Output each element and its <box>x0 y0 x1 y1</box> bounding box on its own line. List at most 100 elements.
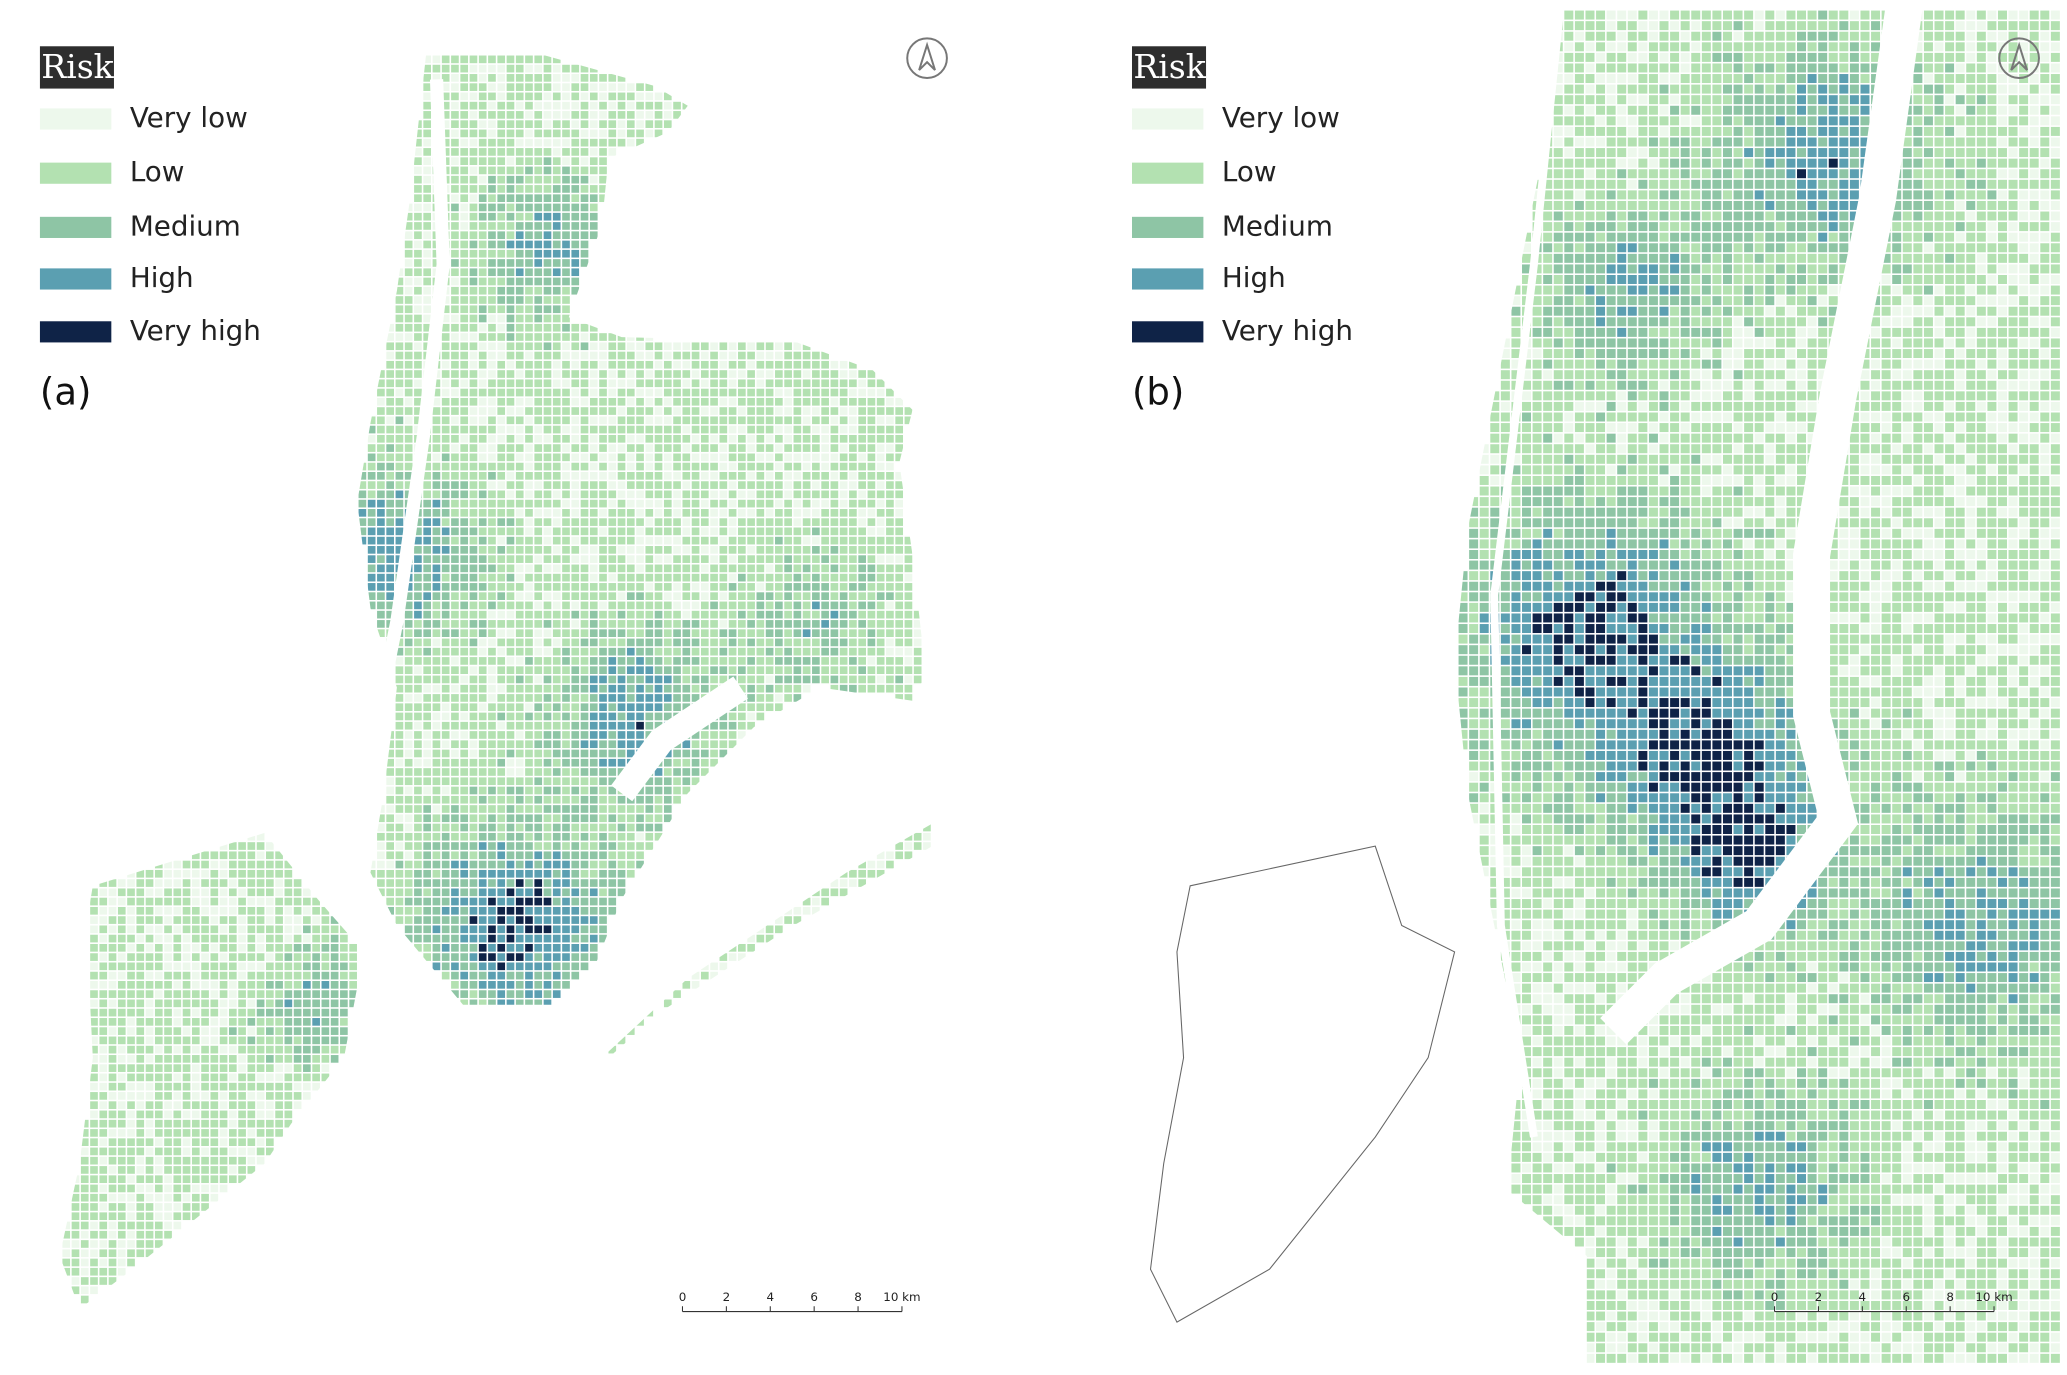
map-block <box>552 842 561 850</box>
map-block <box>210 879 219 887</box>
map-block <box>432 407 441 415</box>
map-block <box>423 296 432 304</box>
map-block <box>580 203 589 212</box>
map-block <box>488 536 496 545</box>
map-block <box>432 573 441 582</box>
map-block <box>414 888 422 897</box>
map-block <box>589 953 598 961</box>
map-block <box>478 157 487 165</box>
map-block <box>80 1147 89 1156</box>
map-block <box>876 601 885 610</box>
map-block <box>552 795 561 804</box>
map-block <box>275 916 283 924</box>
map-block <box>441 555 450 563</box>
map-block <box>164 1147 172 1156</box>
map-block <box>534 55 543 64</box>
map-block <box>515 333 524 341</box>
map-block <box>663 555 672 563</box>
map-block <box>469 962 478 971</box>
map-block <box>534 805 543 813</box>
map-block <box>469 906 478 915</box>
map-block <box>506 259 515 267</box>
map-block <box>525 749 533 758</box>
map-block <box>478 536 487 545</box>
map-block <box>497 675 506 684</box>
map-block <box>423 925 432 934</box>
map-block <box>830 509 839 517</box>
map-block <box>99 1092 108 1100</box>
map-block <box>99 1203 108 1211</box>
map-block <box>728 629 737 637</box>
map-block <box>432 481 441 489</box>
map-block <box>858 453 866 462</box>
map-block <box>238 897 246 906</box>
map-block <box>127 1230 135 1239</box>
map-block <box>275 971 283 980</box>
map-block <box>876 509 885 517</box>
map-block <box>673 509 681 517</box>
map-block <box>525 925 533 934</box>
map-block <box>673 101 681 110</box>
map-block <box>340 1036 348 1045</box>
map-block <box>913 610 922 619</box>
map-block <box>414 555 422 563</box>
map-block <box>423 546 432 554</box>
map-block <box>691 453 700 462</box>
map-block <box>90 925 98 934</box>
map-block <box>719 518 728 526</box>
map-block <box>404 814 413 823</box>
map-block <box>895 851 904 860</box>
map-block <box>849 360 857 369</box>
map-block <box>303 897 311 906</box>
map-block <box>525 916 533 924</box>
map-block <box>839 564 848 573</box>
map-block <box>266 1064 274 1072</box>
map-block <box>525 333 533 341</box>
map-block <box>136 1166 145 1174</box>
map-block <box>626 842 635 850</box>
map-block <box>589 758 598 767</box>
map-block <box>201 1147 209 1156</box>
map-block <box>488 74 496 82</box>
map-block <box>127 1018 135 1026</box>
map-block <box>738 721 746 730</box>
map-block <box>127 1175 135 1184</box>
map-block <box>441 360 450 369</box>
map-block <box>386 786 394 795</box>
map-block <box>913 620 922 628</box>
map-block <box>571 573 580 582</box>
map-block <box>580 564 589 573</box>
map-block <box>201 1045 209 1054</box>
map-block <box>506 92 515 101</box>
map-block <box>534 212 543 221</box>
map-block <box>895 397 904 406</box>
map-block <box>488 712 496 721</box>
map-block <box>90 1073 98 1082</box>
map-block <box>867 425 876 434</box>
map-block <box>552 333 561 341</box>
map-block <box>534 148 543 156</box>
map-block <box>506 462 515 471</box>
map-block <box>164 1036 172 1045</box>
map-block <box>182 971 191 980</box>
map-block <box>858 638 866 647</box>
map-block <box>534 462 543 471</box>
map-block <box>534 666 543 675</box>
map-block <box>710 962 718 971</box>
map-block <box>525 721 533 730</box>
map-block <box>497 906 506 915</box>
map-block <box>303 1045 311 1054</box>
map-block <box>617 425 626 434</box>
map-block <box>645 675 654 684</box>
map-block <box>756 518 765 526</box>
map-block <box>654 481 663 489</box>
map-block <box>562 916 570 924</box>
map-block <box>617 629 626 637</box>
map-block <box>775 471 783 480</box>
map-block <box>719 342 728 351</box>
map-block <box>154 1119 163 1128</box>
map-block <box>525 888 533 897</box>
map-block <box>99 1249 108 1258</box>
map-block <box>404 240 413 249</box>
